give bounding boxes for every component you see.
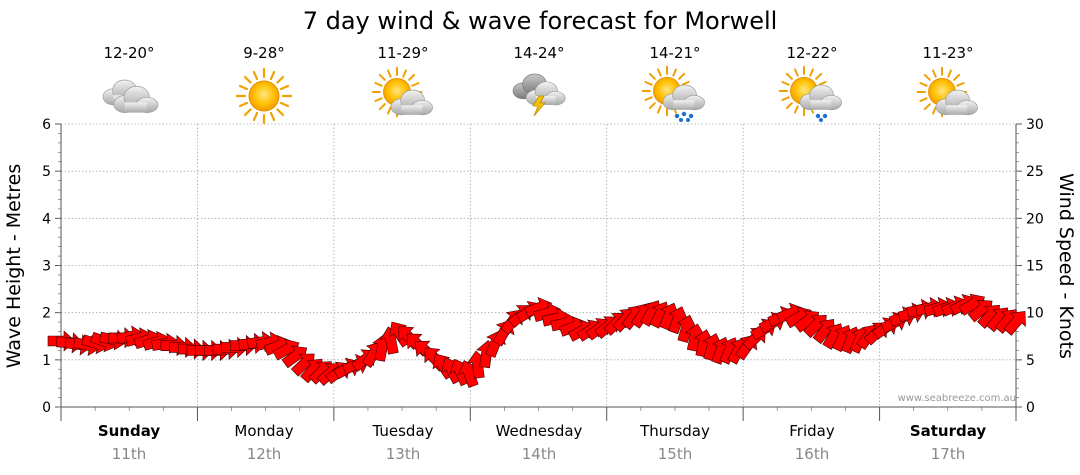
right-tick-label: 30 (1026, 117, 1044, 133)
day-name-4: Thursday (639, 422, 710, 440)
day-date-4: 15th (658, 445, 692, 463)
wind-arrow (668, 306, 689, 335)
partly-cloudy-icon (916, 66, 978, 118)
right-axis-title: Wind Speed - Knots (1055, 173, 1077, 359)
temp-day-4: 14-21° (649, 44, 700, 62)
right-tick-label: 0 (1026, 400, 1035, 416)
thunderstorm-icon (512, 73, 566, 117)
wind-series (47, 293, 1026, 389)
day-date-2: 13th (386, 445, 420, 463)
wind-arrow-shape (676, 314, 698, 343)
left-tick-label: 4 (42, 211, 51, 227)
left-tick-label: 3 (42, 259, 51, 275)
day-name-0: Sunday (98, 422, 161, 440)
day-date-6: 17th (931, 445, 965, 463)
day-name-6: Saturday (910, 422, 987, 440)
wind-arrow-shape (1003, 311, 1026, 336)
sun-showers-icon (778, 65, 842, 122)
right-tick-label: 20 (1026, 211, 1044, 227)
left-axis-title: Wave Height - Metres (3, 164, 25, 368)
temp-day-1: 9-28° (243, 44, 285, 62)
left-tick-label: 5 (42, 164, 51, 180)
weather-icons (102, 65, 978, 125)
day-name-5: Friday (789, 422, 835, 440)
right-tick-label: 25 (1026, 164, 1044, 180)
temp-day-5: 12-22° (786, 44, 837, 62)
day-name-2: Tuesday (371, 422, 433, 440)
wind-arrow-shape (668, 306, 689, 335)
left-tick-label: 2 (42, 306, 51, 322)
temp-day-3: 14-24° (513, 44, 564, 62)
left-tick-label: 0 (42, 400, 51, 416)
axes: 0 1 2 3 4 5 6 0 5 10 15 20 25 30 (42, 117, 1044, 421)
day-date-3: 14th (522, 445, 556, 463)
chart-title: 7 day wind & wave forecast for Morwell (303, 7, 778, 35)
left-tick-label: 6 (42, 117, 51, 133)
temp-day-6: 11-23° (922, 44, 973, 62)
credit-label: www.seabreeze.com.au (898, 393, 1016, 404)
partly-cloudy-icon (371, 66, 434, 118)
right-tick-label: 5 (1026, 353, 1035, 369)
sunny-icon (235, 67, 293, 125)
day-date-5: 16th (795, 445, 829, 463)
right-tick-label: 15 (1026, 259, 1044, 275)
cloudy-icon (102, 79, 159, 114)
right-tick-label: 10 (1026, 306, 1044, 322)
day-date-0: 11th (112, 445, 146, 463)
temp-day-2: 11-29° (377, 44, 428, 62)
day-labels: Sunday 11th Monday 12th Tuesday 13th Wed… (98, 422, 987, 463)
day-name-3: Wednesday (496, 422, 583, 440)
wind-arrow (676, 314, 698, 343)
day-date-1: 12th (247, 445, 281, 463)
day-name-1: Monday (234, 422, 293, 440)
sun-showers-icon (641, 65, 705, 122)
temp-day-0: 12-20° (103, 44, 154, 62)
temperature-row: 12-20° 9-28° 11-29° 14-24° 14-21° 12-22°… (103, 44, 973, 62)
left-tick-label: 1 (42, 353, 51, 369)
grid-lines (61, 123, 1016, 407)
wind-arrow (1003, 311, 1026, 336)
